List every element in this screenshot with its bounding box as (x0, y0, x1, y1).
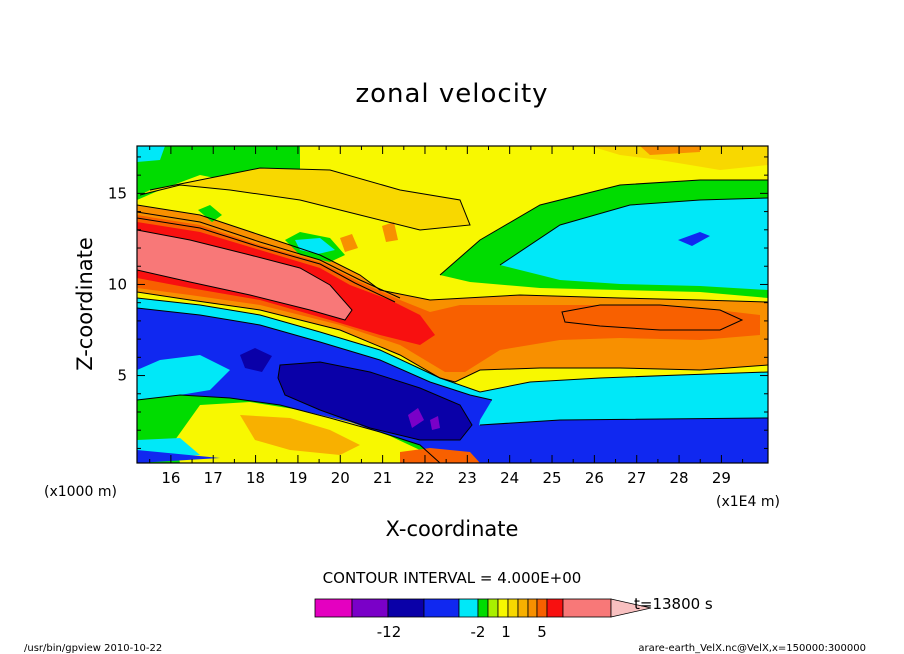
plot-frame (136, 145, 769, 464)
footer-right: arare-earth_VelX.nc@VelX,x=150000:300000 (638, 643, 866, 654)
contour-line (137, 217, 396, 303)
field-bottom-blue-strip (137, 450, 220, 463)
x-tick-label: 25 (542, 469, 561, 487)
time-label: t=13800 s (634, 595, 713, 613)
footer-left: /usr/bin/gpview 2010-10-22 (24, 643, 162, 654)
contour-line (439, 179, 768, 276)
field-orange-spot-b (382, 222, 398, 242)
field-bottom-orange (240, 415, 360, 455)
field-bottom-red-spots (400, 448, 480, 463)
colorbar-swatch (477, 598, 489, 618)
plot-area (137, 146, 768, 463)
x-tick-label: 17 (204, 469, 223, 487)
field-jet-pink (137, 230, 352, 320)
colorbar-label: 1 (501, 623, 511, 641)
axis-ticks (137, 146, 768, 463)
field-east-cyan (500, 198, 768, 290)
x-tick-label: 22 (415, 469, 434, 487)
colorbar-swatch (536, 598, 548, 618)
x-tick-label: 19 (288, 469, 307, 487)
contour-line (137, 307, 493, 401)
colorbar-swatch (527, 598, 538, 618)
contour-line (561, 304, 744, 331)
contour-line (479, 417, 768, 426)
x-tick-label: 28 (670, 469, 689, 487)
field-orange-spot-a (340, 234, 358, 252)
colorbar-swatch (562, 598, 612, 618)
colorbar-swatch (507, 598, 519, 618)
contour-line (137, 204, 768, 303)
colorbar-swatch (458, 598, 479, 618)
field-orange-upper-right (590, 146, 768, 170)
contour-line (137, 211, 401, 299)
y-tick-label: 15 (108, 184, 127, 202)
field-purple-spot-1 (408, 408, 424, 428)
x-axis-title: X-coordinate (386, 517, 519, 541)
colorbar-swatch (487, 598, 499, 618)
y-axis-title: Z-coordinate (73, 237, 97, 371)
colorbar-label: -12 (377, 623, 402, 641)
field-purple-spot-2 (430, 416, 440, 430)
contour-line (137, 297, 768, 393)
x-tick-labels: 16 17 18 19 20 21 22 23 24 25 26 27 28 29 (161, 469, 731, 487)
chart-title: zonal velocity (355, 79, 548, 109)
y-tick-label: 5 (117, 367, 127, 385)
x-tick-label: 20 (331, 469, 350, 487)
field-cyan-upper (137, 146, 165, 162)
colorbar-swatch (314, 598, 353, 618)
contour-line (499, 197, 768, 266)
colorbar-labels: -12 -2 1 5 (377, 623, 547, 641)
colorbar-swatch (351, 598, 389, 618)
y-tick-labels: 5 10 15 (108, 184, 127, 384)
field-jet-dark-orange (137, 215, 760, 372)
x-tick-label: 16 (161, 469, 180, 487)
x-tick-label: 26 (585, 469, 604, 487)
colorbar-arrow (610, 598, 652, 618)
colorbar-swatch (497, 598, 509, 618)
contour-line (137, 291, 768, 383)
colorbar-swatch (387, 598, 425, 618)
colorbar (314, 598, 652, 618)
field-orange-upper-left (140, 168, 470, 230)
colorbar-swatch (517, 598, 529, 618)
field-dark-spot (240, 348, 272, 372)
x-tick-label: 18 (246, 469, 265, 487)
y-tick-label: 10 (108, 275, 127, 293)
x-tick-label: 23 (458, 469, 477, 487)
colorbar-label: -2 (471, 623, 486, 641)
y-unit-label: (x1000 m) (44, 484, 117, 500)
x-tick-label: 27 (627, 469, 646, 487)
x-unit-label: (x1E4 m) (716, 494, 780, 510)
x-tick-label: 24 (500, 469, 519, 487)
contour-interval-text: CONTOUR INTERVAL = 4.000E+00 (323, 569, 582, 587)
contour-lines (137, 167, 768, 463)
colorbar-swatch (423, 598, 460, 618)
field-east-blue-spot (678, 232, 710, 246)
contour-line (137, 394, 441, 463)
contour-line (137, 229, 353, 321)
field-orange-right-top (640, 146, 700, 155)
field-green-patch-a (198, 205, 222, 222)
contour-line (277, 361, 473, 441)
contour-line (139, 167, 471, 231)
x-tick-label: 21 (373, 469, 392, 487)
colorbar-swatch (546, 598, 564, 618)
colorbar-label: 5 (537, 623, 547, 641)
field-green-upper (137, 146, 300, 200)
field-east-orange-lens (562, 305, 742, 330)
field-dark-core (278, 362, 472, 440)
x-tick-label: 29 (712, 469, 731, 487)
